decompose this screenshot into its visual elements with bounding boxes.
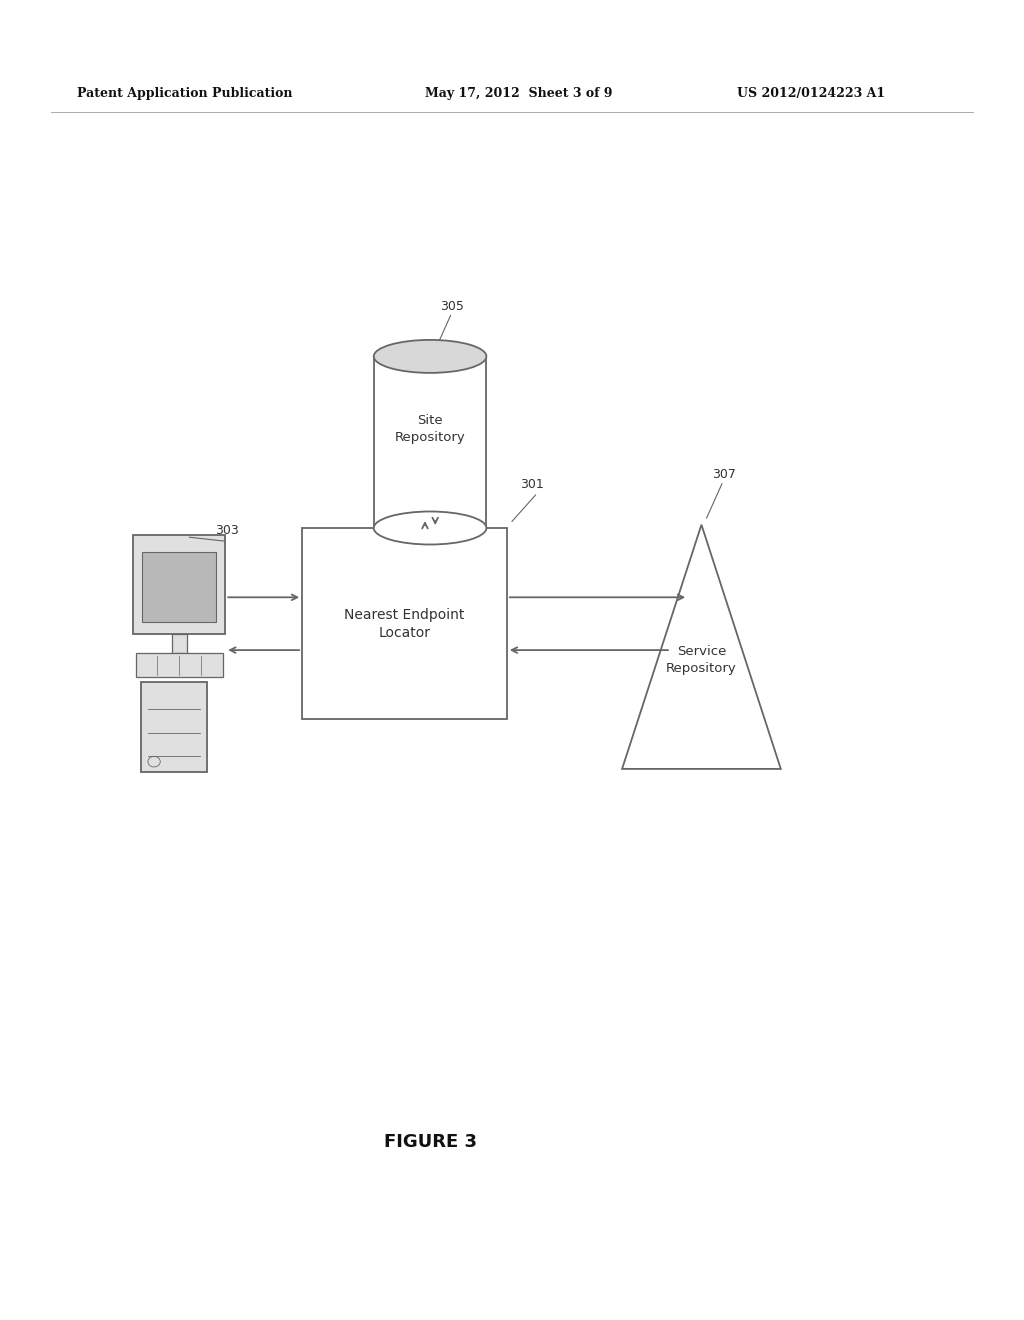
Text: Patent Application Publication: Patent Application Publication: [77, 87, 292, 100]
Text: 303: 303: [215, 524, 239, 537]
Polygon shape: [171, 634, 186, 653]
Text: 305: 305: [440, 300, 464, 313]
Polygon shape: [140, 682, 207, 772]
Polygon shape: [302, 528, 507, 719]
Polygon shape: [135, 653, 222, 677]
Text: US 2012/0124223 A1: US 2012/0124223 A1: [737, 87, 886, 100]
Polygon shape: [133, 535, 225, 634]
Text: Service
Repository: Service Repository: [666, 645, 737, 675]
Ellipse shape: [374, 339, 486, 372]
Text: FIGURE 3: FIGURE 3: [384, 1133, 476, 1151]
Ellipse shape: [374, 511, 486, 544]
Polygon shape: [623, 524, 781, 768]
Polygon shape: [374, 356, 486, 528]
Text: 307: 307: [712, 469, 735, 480]
Text: Nearest Endpoint
Locator: Nearest Endpoint Locator: [344, 607, 465, 640]
Text: May 17, 2012  Sheet 3 of 9: May 17, 2012 Sheet 3 of 9: [425, 87, 612, 100]
Text: 301: 301: [520, 478, 544, 491]
Text: Site
Repository: Site Repository: [394, 414, 466, 444]
Polygon shape: [142, 552, 216, 622]
